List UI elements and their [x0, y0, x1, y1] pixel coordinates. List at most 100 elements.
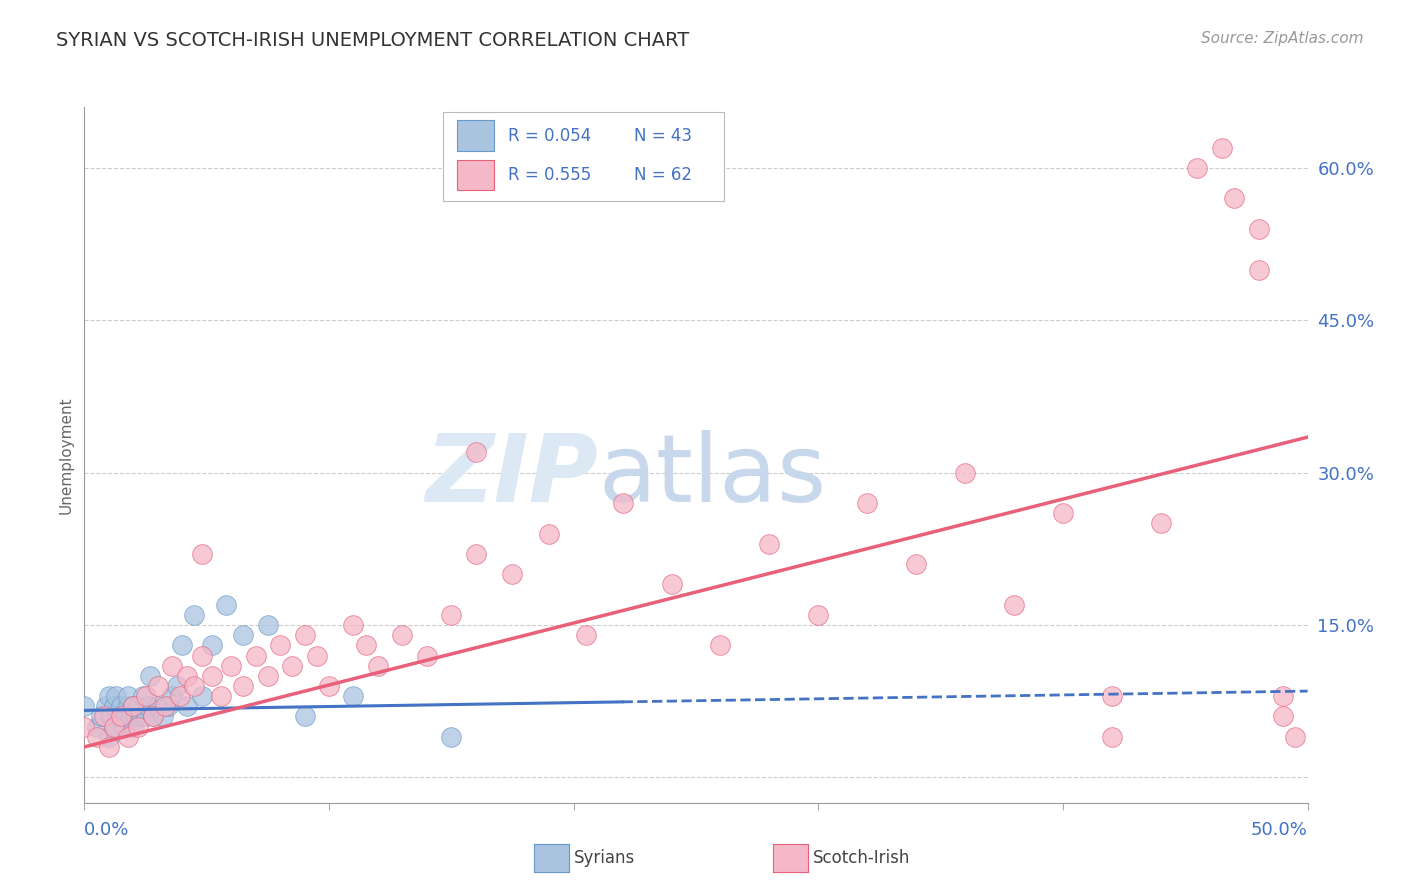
Point	[146, 679, 169, 693]
Point	[117, 689, 139, 703]
Point	[191, 648, 214, 663]
Point	[1150, 516, 1173, 531]
Point	[97, 739, 120, 754]
Point	[209, 689, 232, 703]
Point	[122, 699, 145, 714]
Point	[416, 648, 439, 663]
Point	[105, 720, 128, 734]
Point	[342, 618, 364, 632]
Point	[367, 658, 389, 673]
Text: N = 43: N = 43	[634, 127, 692, 145]
Point	[153, 699, 176, 714]
Point	[464, 445, 486, 459]
Point	[110, 709, 132, 723]
Point	[73, 699, 96, 714]
Text: Syrians: Syrians	[574, 849, 636, 867]
Point	[391, 628, 413, 642]
Text: 0.0%: 0.0%	[84, 821, 129, 839]
Text: ZIP: ZIP	[425, 430, 598, 522]
Point	[93, 709, 115, 723]
Point	[342, 689, 364, 703]
Text: Scotch-Irish: Scotch-Irish	[813, 849, 910, 867]
Point	[232, 679, 254, 693]
Point	[305, 648, 328, 663]
Point	[97, 730, 120, 744]
Point	[245, 648, 267, 663]
Point	[166, 679, 188, 693]
Point	[142, 709, 165, 723]
Point	[464, 547, 486, 561]
Point	[953, 466, 976, 480]
Point	[86, 730, 108, 744]
Point	[354, 639, 377, 653]
Point	[139, 669, 162, 683]
Point	[1002, 598, 1025, 612]
Point	[440, 730, 463, 744]
Point	[257, 618, 280, 632]
Point	[191, 547, 214, 561]
Point	[294, 628, 316, 642]
Point	[215, 598, 238, 612]
Point	[97, 689, 120, 703]
Point	[162, 658, 184, 673]
Bar	[457, 160, 494, 190]
Text: R = 0.555: R = 0.555	[508, 166, 591, 184]
Point	[807, 607, 830, 622]
Point	[219, 658, 242, 673]
Bar	[457, 120, 494, 151]
Point	[183, 679, 205, 693]
Point	[103, 720, 125, 734]
Point	[1247, 262, 1270, 277]
Point	[661, 577, 683, 591]
Point	[122, 699, 145, 714]
Point	[132, 689, 155, 703]
Point	[176, 699, 198, 714]
Point	[191, 689, 214, 703]
Point	[115, 709, 138, 723]
Point	[125, 709, 148, 723]
Point	[1101, 689, 1123, 703]
Point	[538, 526, 561, 541]
Point	[127, 699, 149, 714]
Point	[294, 709, 316, 723]
Point	[1211, 141, 1233, 155]
Point	[152, 709, 174, 723]
Point	[257, 669, 280, 683]
Point	[183, 607, 205, 622]
Point	[200, 669, 222, 683]
Point	[86, 720, 108, 734]
Point	[117, 699, 139, 714]
Y-axis label: Unemployment: Unemployment	[58, 396, 73, 514]
Point	[501, 567, 523, 582]
Point	[162, 689, 184, 703]
Point	[146, 699, 169, 714]
Point	[110, 699, 132, 714]
Point	[281, 658, 304, 673]
Point	[142, 709, 165, 723]
Point	[135, 689, 157, 703]
Point	[1247, 222, 1270, 236]
Point	[575, 628, 598, 642]
Point	[105, 689, 128, 703]
Point	[100, 709, 122, 723]
Text: SYRIAN VS SCOTCH-IRISH UNEMPLOYMENT CORRELATION CHART: SYRIAN VS SCOTCH-IRISH UNEMPLOYMENT CORR…	[56, 31, 689, 50]
Point	[318, 679, 340, 693]
Point	[96, 699, 118, 714]
Point	[127, 720, 149, 734]
Point	[129, 709, 152, 723]
Point	[200, 639, 222, 653]
Point	[1052, 506, 1074, 520]
Point	[440, 607, 463, 622]
Text: N = 62: N = 62	[634, 166, 692, 184]
Point	[612, 496, 634, 510]
Text: atlas: atlas	[598, 430, 827, 522]
Point	[709, 639, 731, 653]
Point	[905, 557, 928, 571]
Point	[169, 689, 191, 703]
Text: 50.0%: 50.0%	[1251, 821, 1308, 839]
Text: R = 0.054: R = 0.054	[508, 127, 591, 145]
Point	[103, 699, 125, 714]
Point	[176, 669, 198, 683]
Point	[856, 496, 879, 510]
Point	[112, 720, 135, 734]
